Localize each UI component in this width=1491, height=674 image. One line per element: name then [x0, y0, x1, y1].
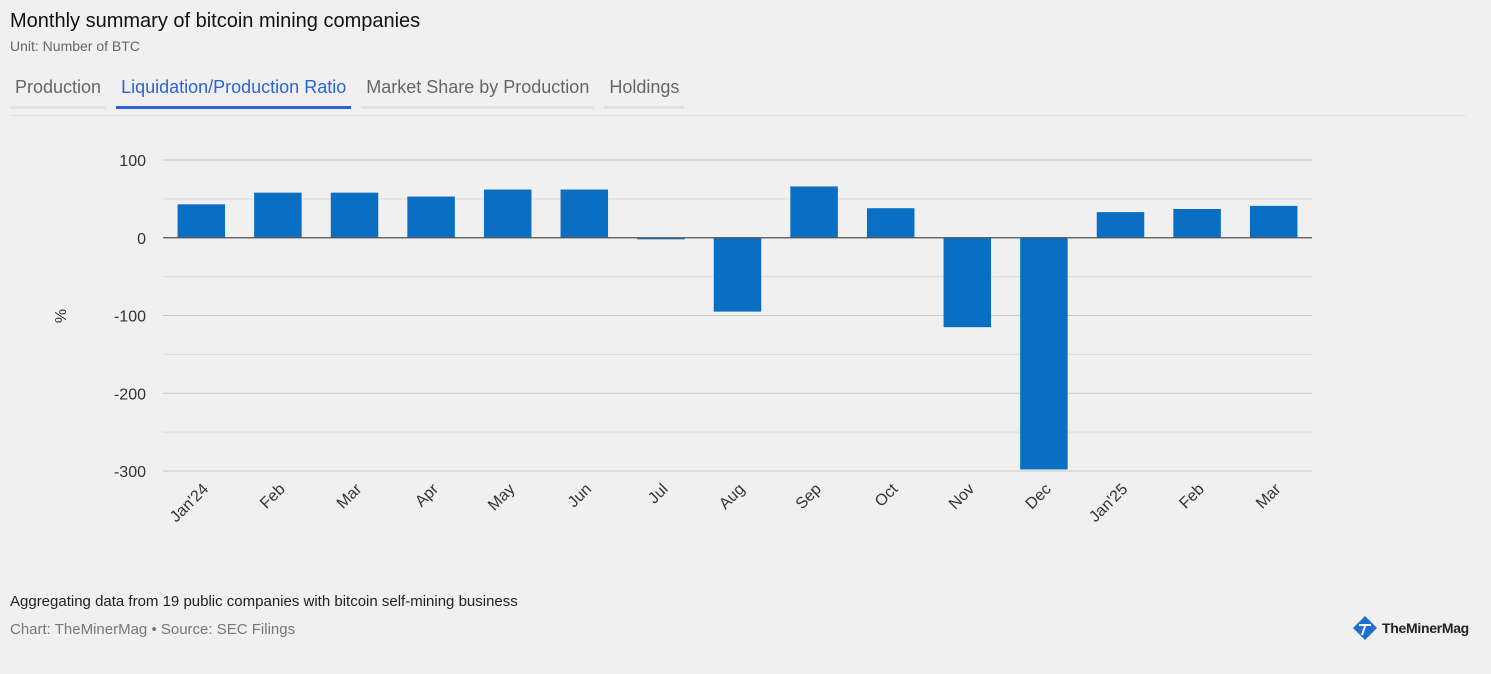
x-tick-label: Mar [1253, 480, 1285, 512]
bar[interactable] [790, 186, 838, 238]
y-axis-ticks: 100 0 -100 -200 -300 [114, 153, 146, 481]
tab-market-share-by-production[interactable]: Market Share by Production [361, 72, 595, 109]
bar[interactable] [637, 237, 685, 240]
page-subtitle: Unit: Number of BTC [10, 38, 140, 54]
source-credit: Chart: TheMinerMag • Source: SEC Filings [10, 621, 296, 638]
x-tick-label: Jul [645, 481, 671, 507]
miner-mag-logo-icon [1353, 616, 1377, 640]
logo-text: TheMinerMag [1382, 620, 1469, 636]
bar[interactable] [560, 189, 609, 238]
x-tick-label: Jan'25 [1086, 481, 1131, 526]
bar[interactable] [177, 204, 226, 238]
x-tick-label: Nov [946, 481, 978, 513]
bar[interactable] [1096, 212, 1145, 238]
bars [177, 186, 1298, 470]
x-tick-label: Mar [334, 480, 366, 512]
page-title: Monthly summary of bitcoin mining compan… [10, 10, 421, 32]
x-tick-label: Jun [565, 481, 595, 511]
tab-production[interactable]: Production [10, 72, 107, 109]
bar[interactable] [1249, 205, 1298, 238]
tab-bar: Production Liquidation/Production Ratio … [10, 72, 1466, 116]
bar[interactable] [483, 189, 532, 238]
x-tick-label: Feb [1176, 481, 1208, 513]
bar[interactable] [1173, 208, 1221, 238]
bar-chart: 100 0 -100 -200 -300 Jan'24 Feb Mar Apr May Jun Ju… [53, 153, 1312, 526]
x-tick-label: Dec [1023, 481, 1055, 513]
brand-logo[interactable]: TheMinerMag [1352, 615, 1469, 641]
x-tick-label: Jan'24 [167, 481, 212, 526]
bar[interactable] [330, 192, 379, 238]
x-tick-label: Sep [793, 481, 825, 513]
y-axis-label: % [53, 309, 70, 323]
y-tick-label: -200 [114, 386, 146, 403]
bar[interactable] [407, 196, 455, 238]
x-tick-label: Feb [257, 481, 289, 513]
bar[interactable] [866, 208, 915, 238]
footnote: Aggregating data from 19 public companie… [10, 593, 518, 610]
tab-holdings[interactable]: Holdings [604, 72, 685, 109]
y-tick-label: 100 [119, 153, 146, 170]
y-tick-label: -300 [114, 464, 146, 481]
bar[interactable] [943, 237, 992, 328]
x-tick-label: May [485, 481, 518, 514]
x-tick-label: Oct [872, 480, 902, 510]
y-tick-label: 0 [137, 231, 146, 248]
x-tick-label: Apr [412, 480, 442, 510]
bar[interactable] [1020, 237, 1068, 470]
bar[interactable] [254, 192, 302, 238]
x-tick-label: Aug [716, 481, 748, 513]
y-tick-label: -100 [114, 309, 146, 326]
tab-liquidation-production-ratio[interactable]: Liquidation/Production Ratio [116, 72, 352, 109]
bar[interactable] [713, 237, 762, 312]
x-axis-ticks: Jan'24 Feb Mar Apr May Jun Jul Aug Sep Oct Nov Dec J… [167, 480, 1285, 525]
